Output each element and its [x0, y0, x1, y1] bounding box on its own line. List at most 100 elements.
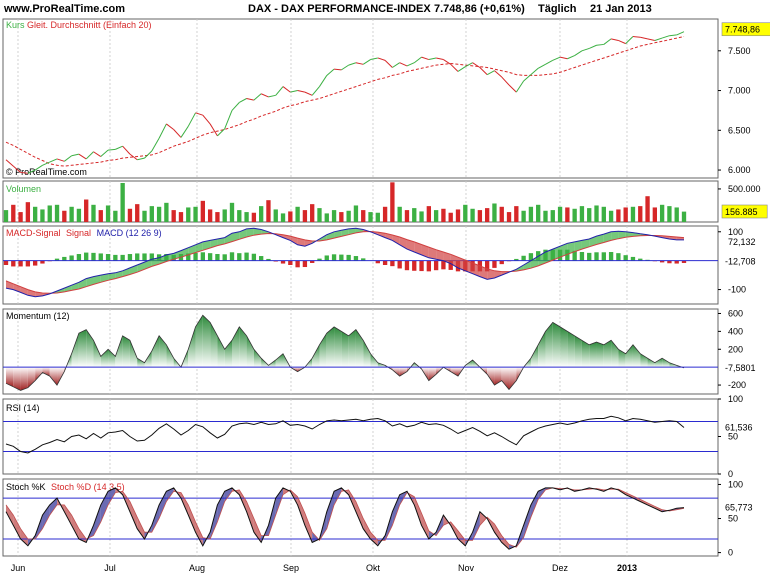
volume-bar: [681, 211, 687, 222]
macd-histogram-bar: [186, 253, 191, 261]
ma-line: [5, 36, 685, 167]
rsi-panel: RSI (14): [3, 403, 718, 454]
macd-signal-fill: [443, 252, 451, 264]
macd-histogram-bar: [390, 260, 395, 267]
macd-signal-fill: [472, 262, 480, 277]
price-segment: [581, 47, 590, 52]
momentum-area: [334, 326, 342, 368]
month-label-dez: Dez: [552, 563, 569, 573]
macd-histogram-bar: [514, 258, 519, 261]
momentum-area: [93, 340, 101, 368]
month-label-aug: Aug: [189, 563, 205, 573]
volume-bar: [69, 206, 74, 222]
price-segment: [574, 50, 583, 56]
volume-bar: [273, 209, 278, 222]
y-tick-label-stochastic: 50: [728, 514, 738, 524]
price-segment: [421, 56, 429, 61]
volume-bar: [25, 202, 31, 222]
price-segment: [537, 63, 546, 69]
volume-bar: [426, 206, 432, 222]
y-tick-label-price: 7.500: [728, 46, 751, 56]
momentum-line: [5, 314, 685, 391]
momentum-area: [392, 367, 400, 377]
macd-histogram-bar: [113, 254, 118, 261]
volume-bar: [667, 206, 672, 222]
y-tick-label-price: 7.000: [728, 86, 751, 96]
y-tick-label-volume: 500.000: [728, 184, 761, 194]
macd-histogram-bar: [375, 260, 380, 264]
stochastic-fill: [42, 504, 50, 529]
macd-legend-signal: Signal: [66, 228, 91, 238]
macd-signal-fill: [253, 228, 262, 236]
price-segment: [370, 57, 378, 61]
momentum-area: [78, 329, 87, 368]
momentum-area: [428, 367, 437, 381]
price-segment: [406, 62, 415, 67]
price-segment: [610, 38, 619, 41]
macd-signal-fill: [618, 231, 626, 239]
price-segment: [450, 63, 459, 72]
price-segment: [56, 158, 65, 162]
momentum-area: [494, 367, 502, 386]
volume-bar: [339, 212, 344, 222]
momentum-area: [122, 335, 130, 368]
stochastic-fill: [71, 515, 79, 539]
y-tick-label-momentum: 600: [728, 308, 743, 318]
macd-histogram-bar: [25, 260, 31, 267]
macd-histogram-bar: [353, 256, 359, 261]
momentum-area: [326, 326, 335, 368]
price-segment: [5, 159, 14, 167]
macd-signal-fill: [334, 230, 342, 239]
macd-signal-fill: [581, 239, 590, 250]
momentum-area: [253, 349, 262, 368]
y-tick-label-momentum: 200: [728, 344, 743, 354]
volume-bar: [135, 204, 140, 222]
macd-signal-fill: [567, 241, 575, 255]
momentum-area: [363, 340, 371, 368]
stochastic-fill: [100, 491, 109, 522]
macd-histogram-bar: [98, 253, 103, 261]
macd-histogram-bar: [135, 253, 140, 261]
macd-histogram-bar: [587, 252, 592, 261]
momentum-area: [589, 342, 597, 368]
price-segment: [399, 62, 408, 67]
macd-signal-fill: [523, 260, 531, 270]
momentum-area: [137, 358, 145, 368]
stochastic-fill: [348, 489, 356, 512]
price-segment: [654, 37, 663, 41]
macd-histogram-bar: [237, 253, 242, 261]
macd-signal-fill: [428, 247, 437, 260]
macd-histogram-bar: [32, 260, 38, 266]
volume-bar: [528, 206, 534, 222]
axes: Jun Jul Aug Sep Okt Nov Dez 2013 6.000 6.500 7.000…: [11, 22, 770, 573]
macd-histogram-bar: [346, 254, 351, 261]
volume-bar: [40, 209, 45, 222]
stochastic-fill: [93, 504, 101, 536]
price-segment: [297, 90, 306, 93]
price-segment: [311, 86, 320, 96]
volume-bar: [156, 206, 162, 222]
price-last-value-bg: [721, 22, 770, 37]
macd-histogram-bar: [528, 253, 534, 261]
stochastic-fill: [392, 494, 400, 526]
volume-bar: [98, 210, 103, 222]
month-label-2013: 2013: [617, 563, 637, 573]
macd-histogram-bar: [149, 253, 154, 261]
price-segment: [12, 165, 21, 173]
month-label-jun: Jun: [11, 563, 26, 573]
stochastic-fill: [108, 487, 116, 505]
stochastic-fill: [137, 517, 145, 539]
macd-signal-fill: [232, 231, 240, 242]
volume-bar: [32, 206, 38, 222]
volume-bar: [397, 206, 402, 222]
y-tick-label-stochastic: 0: [728, 548, 733, 558]
macd-signal-fill: [377, 232, 386, 238]
macd-histogram-bar: [521, 255, 526, 261]
stochastic-last-value: 65,773: [725, 503, 753, 513]
macd-histogram-bar: [229, 252, 235, 261]
macd-histogram-bar: [266, 258, 271, 261]
macd-histogram-bar: [200, 252, 206, 261]
price-segment: [49, 158, 58, 163]
price-segment: [377, 57, 386, 61]
volume-bar: [91, 204, 96, 222]
